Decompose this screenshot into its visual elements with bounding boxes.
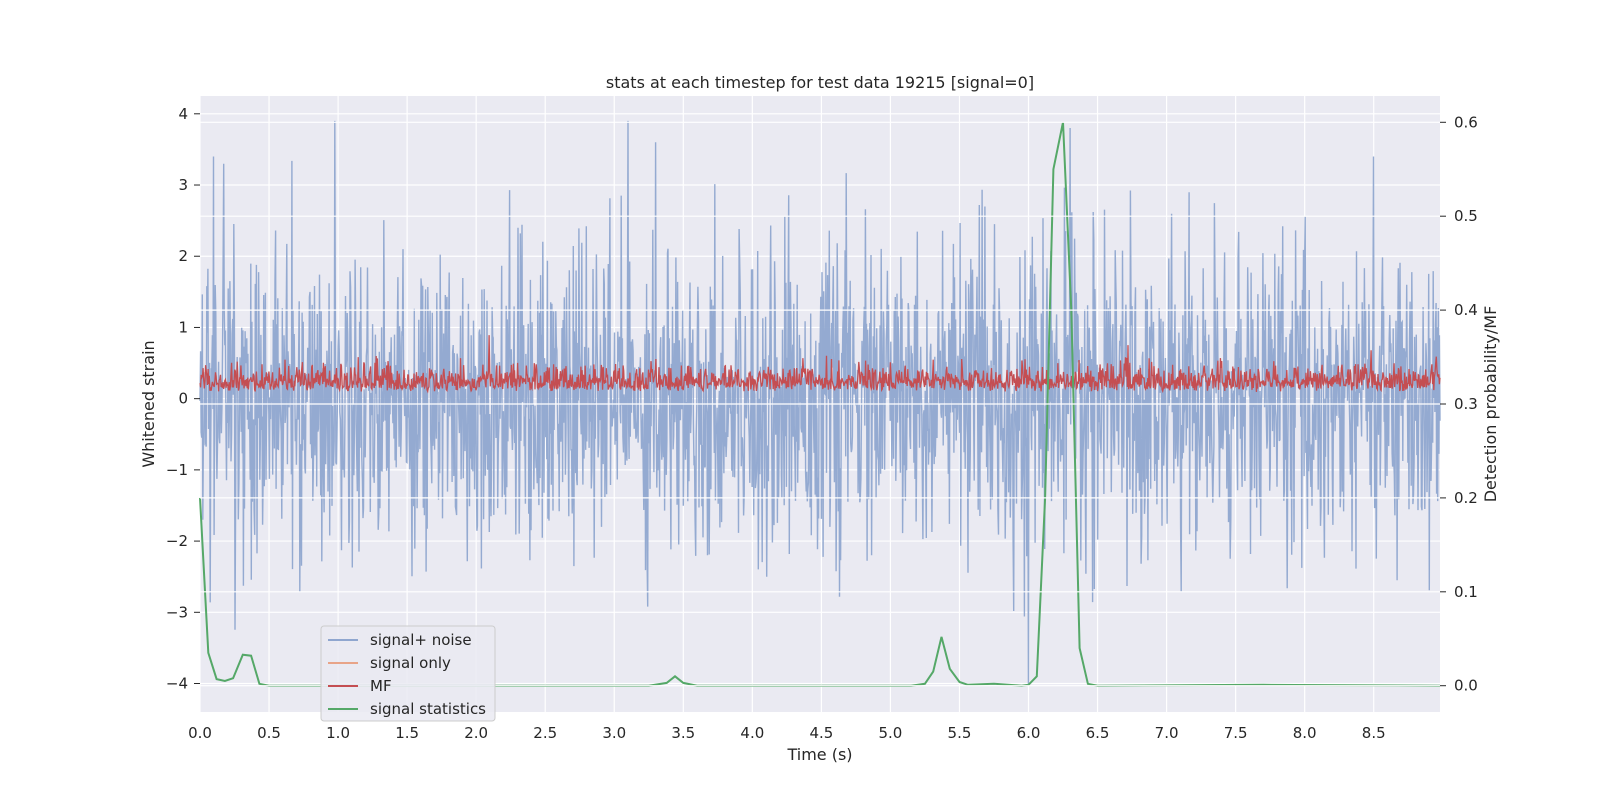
y2-axis-title: Detection probability/MF	[1481, 306, 1500, 503]
y-tick-label: 0	[178, 390, 188, 408]
x-tick-label: 6.5	[1086, 724, 1110, 742]
signal-statistics-line	[199, 122, 1441, 687]
y-tick-label: −1	[166, 461, 188, 479]
x-tick-label: 8.0	[1293, 724, 1317, 742]
y-tick-label: 4	[178, 105, 188, 123]
x-tick-label: 5.0	[878, 724, 902, 742]
signal-statistics-series	[199, 122, 1441, 687]
y2-tick-label: 0.0	[1454, 677, 1478, 695]
y-tick-label: 3	[178, 176, 188, 194]
x-tick-label: 7.5	[1224, 724, 1248, 742]
legend-frame	[320, 625, 496, 722]
x-tick-label: 7.0	[1155, 724, 1179, 742]
x-tick-label: 0.5	[257, 724, 281, 742]
signal-noise-line	[199, 120, 1441, 684]
legend-label-mf: MF	[370, 677, 392, 695]
x-tick-label: 3.5	[671, 724, 695, 742]
y-tick-label: 2	[178, 247, 188, 265]
y2-tick-label: 0.1	[1454, 583, 1478, 601]
legend-label-signal-only: signal only	[370, 654, 451, 672]
x-tick-label: 5.5	[948, 724, 972, 742]
signal-noise-series	[199, 120, 1441, 684]
x-tick-label: 3.0	[602, 724, 626, 742]
y-tick-label: 1	[178, 318, 188, 336]
legend-label-signal-statistics: signal statistics	[370, 700, 486, 718]
y2-tick-label: 0.3	[1454, 395, 1478, 413]
x-tick-label: 2.5	[533, 724, 557, 742]
mf-series	[199, 335, 1441, 394]
legend-label-signal-noise: signal+ noise	[370, 631, 472, 649]
y-tick-label: −2	[166, 532, 188, 550]
chart-title: stats at each timestep for test data 192…	[606, 73, 1034, 92]
y2-tick-label: 0.4	[1454, 301, 1478, 319]
y-tick-label: −4	[166, 675, 188, 693]
x-tick-label: 8.5	[1362, 724, 1386, 742]
y2-tick-label: 0.6	[1454, 113, 1478, 131]
x-tick-label: 2.0	[464, 724, 488, 742]
x-tick-label: 4.0	[740, 724, 764, 742]
x-tick-label: 1.0	[326, 724, 350, 742]
x-tick-label: 4.5	[809, 724, 833, 742]
x-tick-label: 6.0	[1017, 724, 1041, 742]
mf-line	[199, 335, 1441, 394]
axes: 0.0 0.5 1.0 1.5 2.0 2.5 3.0 3.5 4.0 4.5 5.0 5.5 6.0 6…	[166, 105, 1478, 742]
y-axis-title: Whitened strain	[139, 340, 158, 467]
y2-tick-label: 0.2	[1454, 489, 1478, 507]
x-axis-title: Time (s)	[786, 745, 852, 764]
y-tick-label: −3	[166, 603, 188, 621]
x-tick-label: 1.5	[395, 724, 419, 742]
legend: signal+ noise signal only MF signal stat…	[320, 625, 496, 722]
y2-tick-label: 0.5	[1454, 207, 1478, 225]
x-tick-label: 0.0	[188, 724, 212, 742]
